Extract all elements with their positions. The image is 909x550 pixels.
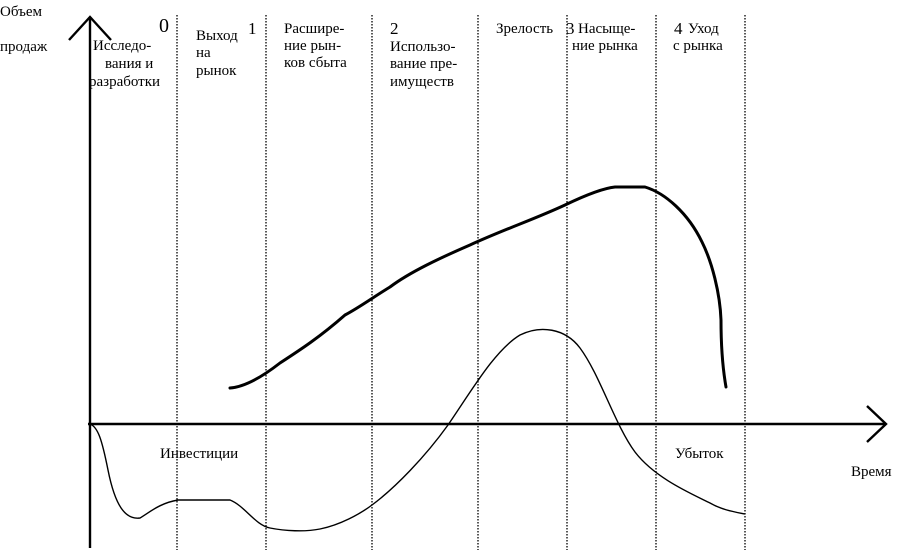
loss-label: Убыток xyxy=(675,446,724,462)
x-axis-arrow-icon xyxy=(866,405,888,443)
stage-0-number: 0 xyxy=(159,15,169,37)
stage-2-label-line3: имуществ xyxy=(390,74,454,90)
stage-4-label-line2: с рынка xyxy=(673,38,723,54)
stage-expansion-label-line1: Расшире- xyxy=(284,21,345,37)
stage-0-label-line1: Исследо- xyxy=(93,38,152,54)
stage-expansion-label-line2: ние рын- xyxy=(284,38,342,54)
stage-2-label-line1: Использо- xyxy=(390,39,456,55)
y-axis-label-line2: продаж xyxy=(0,39,48,55)
stage-0-label-line2: вания и xyxy=(105,56,154,72)
stage-expansion-label-line3: ков сбыта xyxy=(284,55,347,71)
stage-4-number: 4 xyxy=(674,19,683,38)
profit-loss-curve xyxy=(89,328,746,532)
y-axis xyxy=(68,15,112,548)
stage-3-label-line2: ние рынка xyxy=(572,38,638,54)
stage-3-number: 3 xyxy=(566,19,575,38)
stage-2-number: 2 xyxy=(390,19,399,38)
stage-0-label-line3: разработки xyxy=(89,74,161,90)
x-axis xyxy=(88,405,888,443)
stage-1-label-line1: Выход xyxy=(196,28,238,44)
stage-3-label-line1: Насыще- xyxy=(578,21,636,37)
sales-volume-curve xyxy=(228,185,728,390)
stage-2-label-line2: вание пре- xyxy=(390,56,458,72)
y-axis-arrow-icon xyxy=(68,15,112,41)
investment-label: Инвестиции xyxy=(160,446,239,462)
stage-4-label-line1: Уход xyxy=(688,21,719,37)
stage-1-number: 1 xyxy=(248,19,257,38)
stage-maturity-label: Зрелость xyxy=(496,21,554,37)
y-axis-label-line1: Объем xyxy=(0,4,42,20)
stage-1-label-line3: рынок xyxy=(196,63,237,79)
stage-1-label-line2: на xyxy=(196,45,211,61)
x-axis-label: Время xyxy=(851,464,892,480)
stage-dividers xyxy=(176,15,746,550)
